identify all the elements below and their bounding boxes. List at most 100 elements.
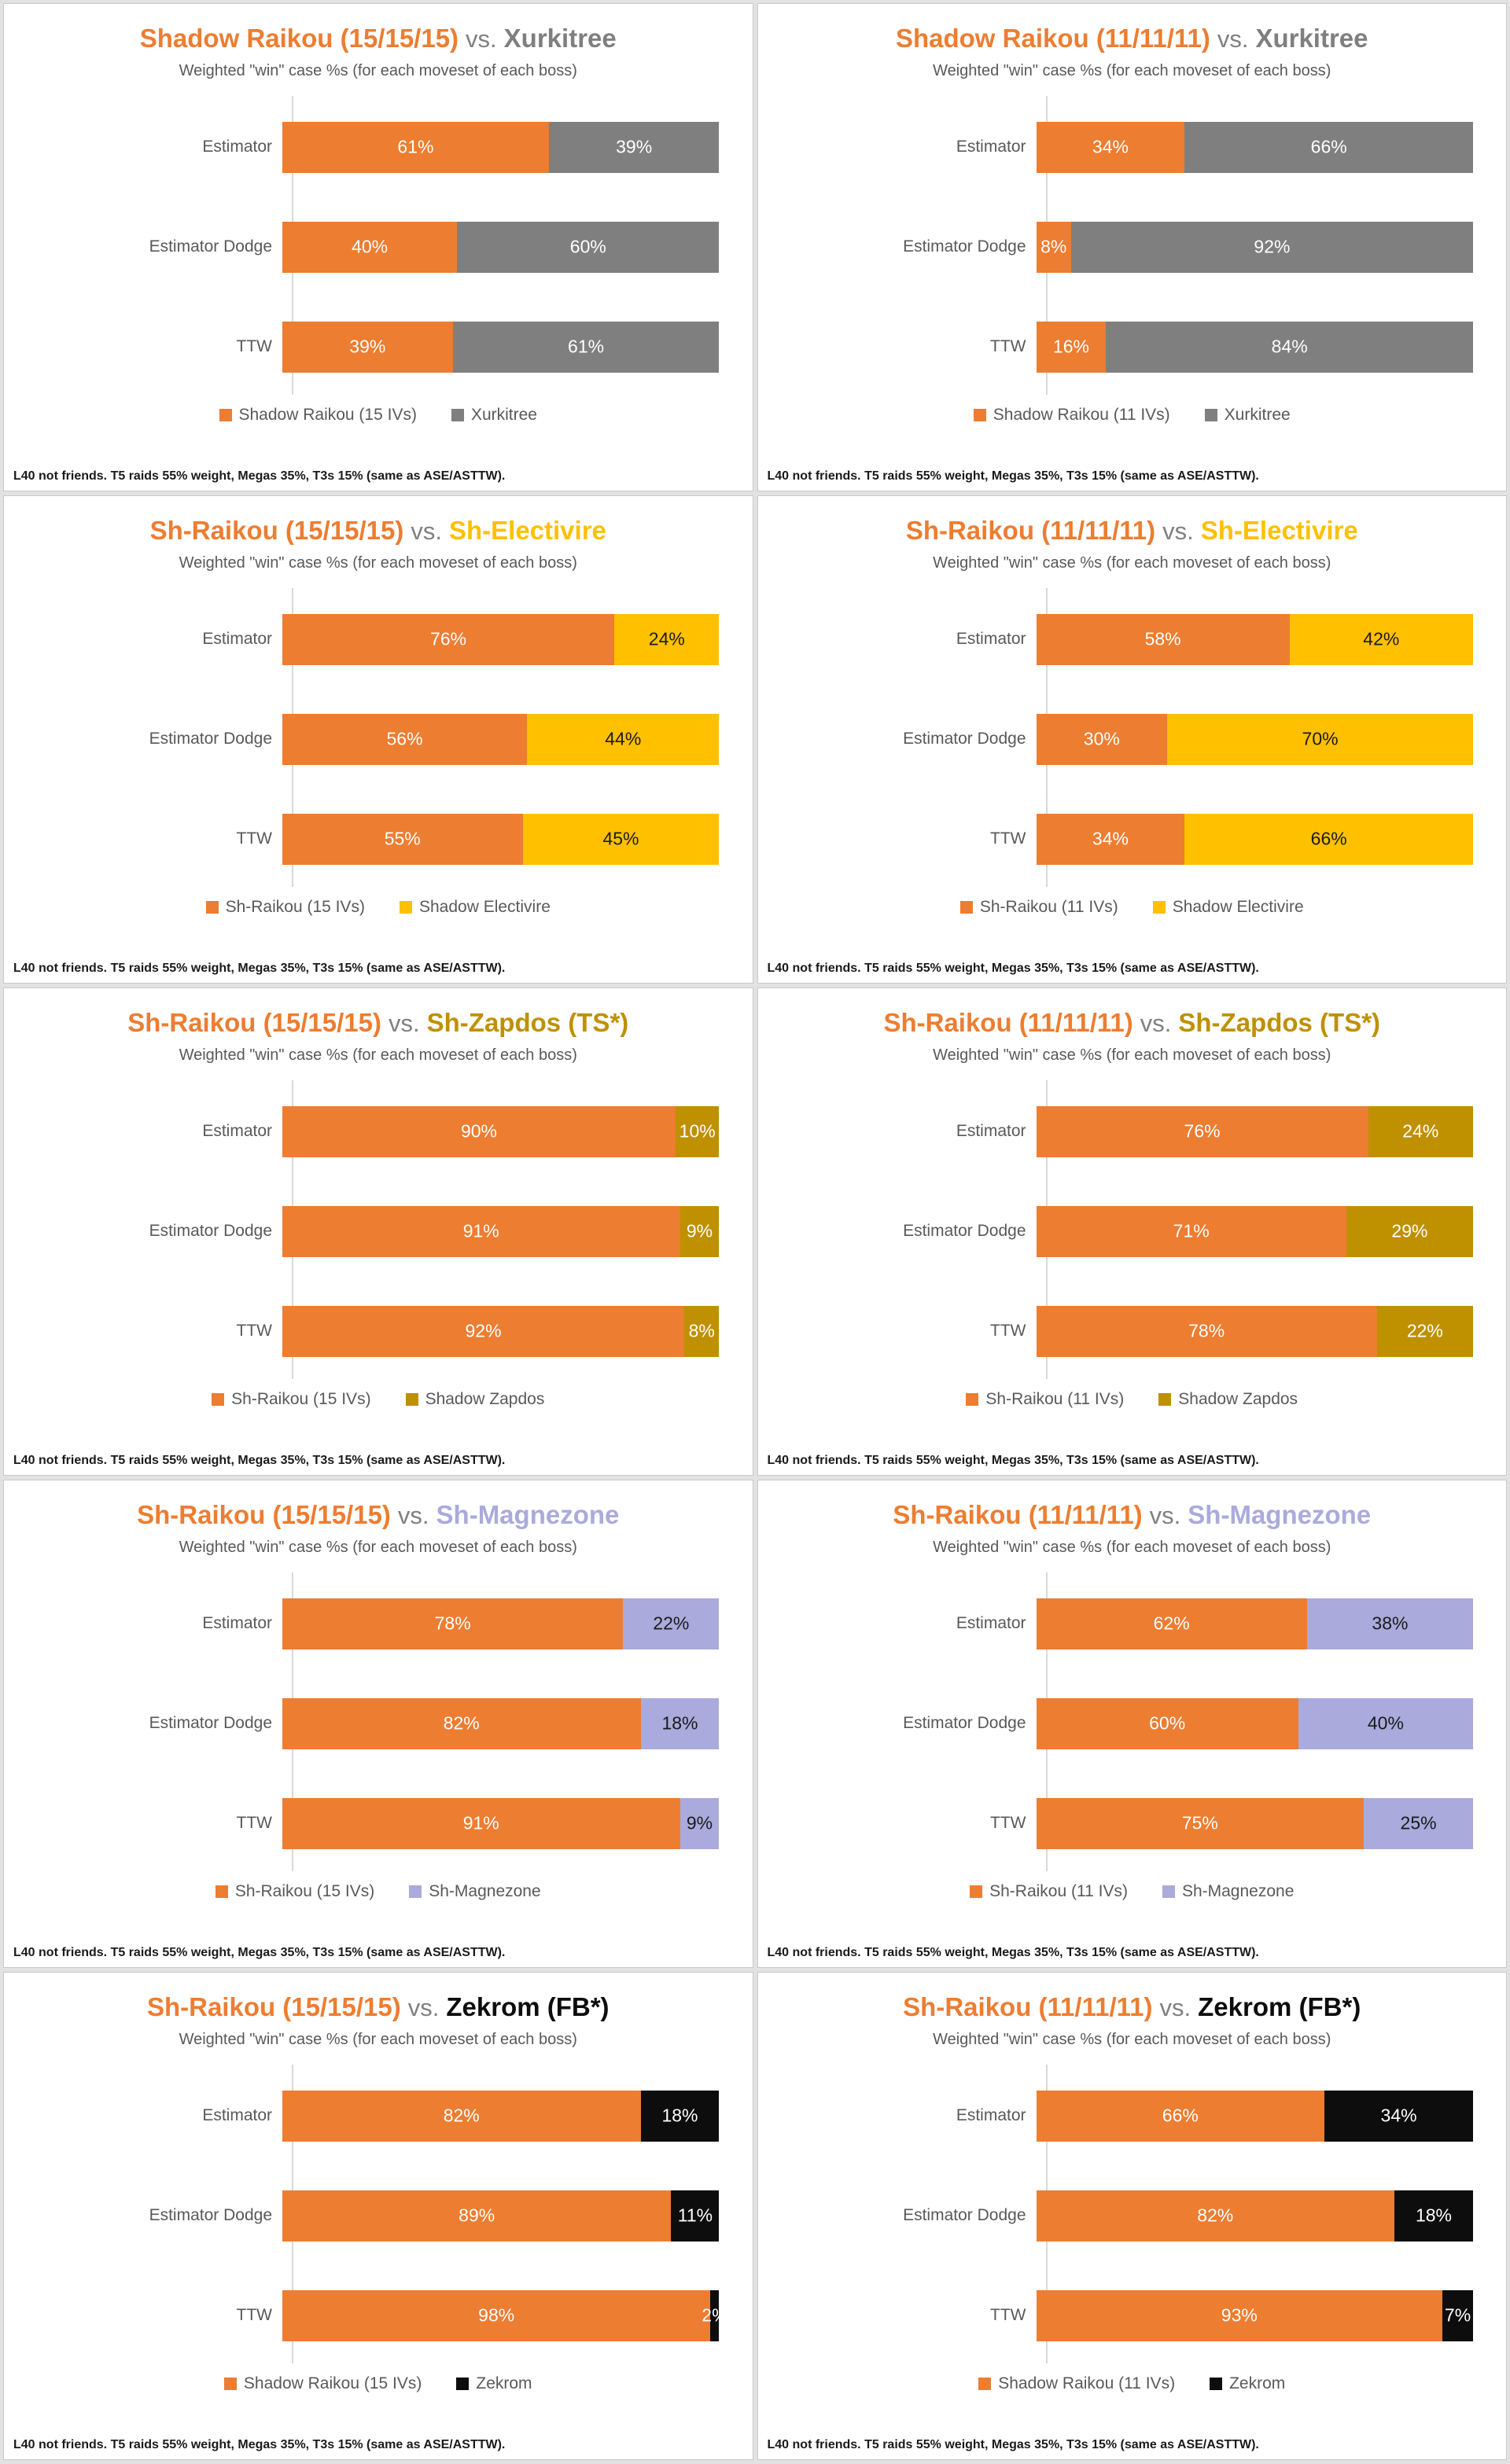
bar-value-label: 82% <box>443 1712 480 1734</box>
chart-row: Estimator 82% 18% <box>4 2090 720 2142</box>
bar-segment: 82% <box>282 1697 641 1749</box>
category-label: Estimator <box>956 1614 1026 1633</box>
plot-area: Estimator 78% 22% Estimator Dodge 82% 18% TTW 9… <box>4 1572 753 1871</box>
chart-row: Estimator 58% 42% <box>758 613 1474 665</box>
stacked-bar: 91% 9% <box>282 1205 720 1257</box>
legend-label: Shadow Electivire <box>418 897 551 916</box>
chart-row: TTW 98% 2% <box>4 2289 728 2341</box>
bar-segment: 56% <box>282 713 528 765</box>
bar-value-label: 78% <box>434 1613 471 1634</box>
chart-footnote: L40 not friends. T5 raids 55% weight, Me… <box>13 2438 506 2451</box>
plot-rows: Estimator 76% 24% Estimator Dodge 71% 29% TTW 7… <box>758 1105 1474 1357</box>
bar-value-label: 62% <box>1153 1613 1190 1634</box>
chart-row: Estimator Dodge 91% 9% <box>4 1205 720 1257</box>
stacked-bar: 78% 22% <box>282 1598 720 1649</box>
legend: Sh-Raikou (11 IVs) Shadow Electivire <box>758 898 1507 917</box>
chart-title-right: Sh-Zapdos (TS*) <box>426 1008 629 1037</box>
stacked-bar: 30% 70% <box>1036 713 1474 765</box>
category-label: TTW <box>236 337 272 356</box>
legend-label: Sh-Raikou (15 IVs) <box>225 897 365 916</box>
chart-panel: Sh-Raikou (15/15/15) vs. Sh-Electivire Wei… <box>3 495 753 984</box>
category-label: Estimator <box>956 1122 1026 1141</box>
plot-area: Estimator 90% 10% Estimator Dodge 91% 9% TTW 92… <box>4 1079 753 1379</box>
bar-value-label: 60% <box>1149 1712 1186 1734</box>
chart-row: TTW 55% 45% <box>4 813 720 865</box>
legend-item: Shadow Zapdos <box>1158 1390 1298 1409</box>
bar-segment: 22% <box>1376 1305 1473 1357</box>
chart-title-vs: vs. <box>407 1994 440 2021</box>
bar-value-label: 71% <box>1173 1220 1210 1241</box>
bar-segment: 18% <box>640 1697 720 1749</box>
bar-value-label: 55% <box>384 828 421 849</box>
stacked-bar: 34% 66% <box>1036 813 1474 865</box>
chart-title-left: Shadow Raikou (11/11/11) <box>895 24 1210 53</box>
chart-row: Estimator 78% 22% <box>4 1598 720 1649</box>
bar-value-label: 24% <box>648 628 685 649</box>
category-label: Estimator <box>202 1122 272 1141</box>
bar-segment: 2% <box>702 2289 728 2341</box>
chart-footnote: L40 not friends. T5 raids 55% weight, Me… <box>767 2438 1259 2451</box>
legend-label: Xurkitree <box>1224 405 1291 424</box>
bar-value-label: 7% <box>1444 2304 1471 2326</box>
bar-segment: 58% <box>1036 613 1290 665</box>
bar-value-label: 8% <box>1040 236 1067 257</box>
bar-value-label: 30% <box>1083 728 1120 749</box>
bar-segment: 82% <box>1036 2190 1394 2242</box>
chart-title-vs: vs. <box>1149 1502 1181 1529</box>
category-label: TTW <box>990 1814 1026 1833</box>
bar-segment: 66% <box>1036 2090 1325 2142</box>
chart-title-right: Xurkitree <box>503 24 617 53</box>
stacked-bar: 55% 45% <box>282 813 720 865</box>
bar-segment: 40% <box>1298 1697 1473 1749</box>
bar-segment: 71% <box>1036 1205 1346 1257</box>
legend-swatch <box>959 900 973 914</box>
category-label: Estimator Dodge <box>903 730 1026 748</box>
category-label: TTW <box>236 1814 272 1833</box>
chart-title-right: Sh-Zapdos (TS*) <box>1178 1008 1381 1037</box>
bar-segment: 8% <box>684 1305 720 1357</box>
bar-segment: 91% <box>282 1797 680 1849</box>
bar-value-label: 40% <box>352 236 389 257</box>
chart-subtitle: Weighted "win" case %s (for each moveset… <box>933 2030 1331 2048</box>
bar-segment: 44% <box>527 713 720 765</box>
legend-item: Sh-Magnezone <box>409 1882 541 1901</box>
bar-value-label: 34% <box>1380 2105 1417 2126</box>
bar-segment: 9% <box>680 1205 720 1257</box>
bar-segment: 76% <box>282 613 615 665</box>
bar-value-label: 42% <box>1363 628 1400 649</box>
legend: Shadow Raikou (11 IVs) Zekrom <box>758 2374 1507 2393</box>
legend: Sh-Raikou (15 IVs) Shadow Electivire <box>4 898 753 917</box>
bar-value-label: 91% <box>462 1812 499 1833</box>
chart-title: Sh-Raikou (15/15/15) vs. Sh-Zapdos (TS*) <box>4 1007 753 1039</box>
category-label: Estimator Dodge <box>903 1222 1026 1241</box>
category-label: Estimator <box>202 1614 272 1633</box>
stacked-bar: 8% 92% <box>1036 221 1474 273</box>
chart-row: Estimator 76% 24% <box>4 613 720 665</box>
bar-segment: 66% <box>1184 121 1473 173</box>
plot-rows: Estimator 76% 24% Estimator Dodge 56% 44% TTW 5… <box>4 613 720 865</box>
stacked-bar: 60% 40% <box>1036 1697 1474 1749</box>
legend-item: Sh-Raikou (11 IVs) <box>970 1882 1128 1901</box>
bar-segment: 55% <box>282 813 523 865</box>
chart-subtitle: Weighted "win" case %s (for each moveset… <box>179 61 577 79</box>
legend-item: Sh-Raikou (11 IVs) <box>966 1390 1124 1409</box>
chart-row: Estimator Dodge 30% 70% <box>758 713 1474 765</box>
chart-footnote: L40 not friends. T5 raids 55% weight, Me… <box>767 1946 1259 1959</box>
legend-label: Shadow Raikou (11 IVs) <box>993 405 1170 424</box>
bar-segment: 8% <box>1036 221 1071 273</box>
legend: Sh-Raikou (15 IVs) Shadow Zapdos <box>4 1390 753 1409</box>
chart-subtitle: Weighted "win" case %s (for each moveset… <box>179 1538 577 1556</box>
bar-value-label: 44% <box>605 728 642 749</box>
category-label: Estimator <box>956 630 1026 649</box>
legend-item: Shadow Raikou (15 IVs) <box>219 406 417 425</box>
bar-segment: 25% <box>1364 1797 1473 1849</box>
chart-title-right: Xurkitree <box>1255 24 1368 53</box>
stacked-bar: 66% 34% <box>1036 2090 1474 2142</box>
category-label: TTW <box>236 829 272 848</box>
plot-area: Estimator 82% 18% Estimator Dodge 89% 11% TTW 9… <box>4 2064 753 2363</box>
bar-segment: 90% <box>282 1105 676 1157</box>
stacked-bar: 76% 24% <box>1036 1105 1474 1157</box>
bar-segment: 45% <box>522 813 720 865</box>
legend: Sh-Raikou (15 IVs) Sh-Magnezone <box>4 1882 753 1901</box>
plot-rows: Estimator 61% 39% Estimator Dodge 40% 60% TTW 3… <box>4 121 720 373</box>
